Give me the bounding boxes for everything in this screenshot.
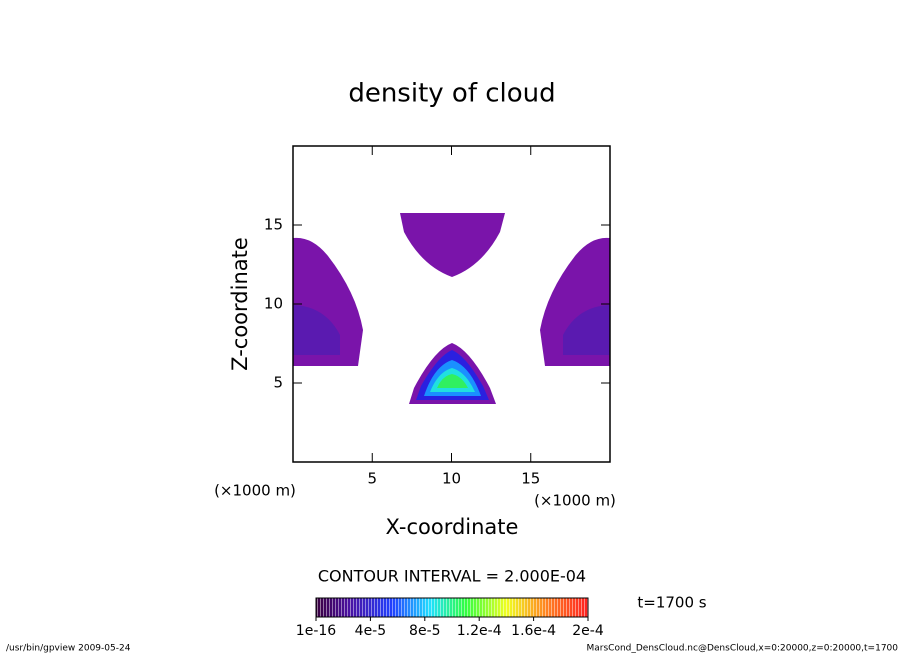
y-units: (×1000 m) — [214, 482, 296, 500]
contour-fill — [400, 213, 505, 277]
time-label: t=1700 s — [637, 594, 706, 612]
contour-fill — [563, 305, 610, 355]
contour-fields — [293, 213, 610, 404]
colorbar-tick-label: 2e-4 — [572, 623, 604, 639]
chart-title: density of cloud — [348, 79, 555, 109]
x-tick-label: 10 — [442, 470, 461, 488]
y-tick-label: 5 — [273, 374, 283, 392]
y-tick-label: 15 — [264, 216, 283, 234]
x-tick-label: 5 — [367, 470, 377, 488]
contour-interval: CONTOUR INTERVAL = 2.000E-04 — [318, 567, 586, 586]
footer-right: MarsCond_DensCloud.nc@DensCloud,x=0:2000… — [587, 644, 899, 654]
colorbar-tick-label: 1.6e-4 — [511, 623, 556, 639]
x-tick-label: 15 — [521, 470, 540, 488]
y-axis-label: Z-coordinate — [228, 237, 252, 371]
contour-fill — [437, 374, 468, 388]
x-units: (×1000 m) — [534, 492, 616, 510]
y-tick-label: 10 — [264, 295, 283, 313]
colorbar-frame — [315, 597, 589, 618]
colorbar-tick-label: 8e-5 — [409, 623, 440, 639]
contour-fill — [293, 305, 340, 355]
x-axis-label: X-coordinate — [386, 515, 519, 539]
colorbar-tick-label: 1e-16 — [296, 623, 336, 639]
colorbar-tick-label: 4e-5 — [355, 623, 386, 639]
footer-left: /usr/bin/gpview 2009-05-24 — [6, 644, 131, 654]
colorbar-tick-label: 1.2e-4 — [457, 623, 502, 639]
